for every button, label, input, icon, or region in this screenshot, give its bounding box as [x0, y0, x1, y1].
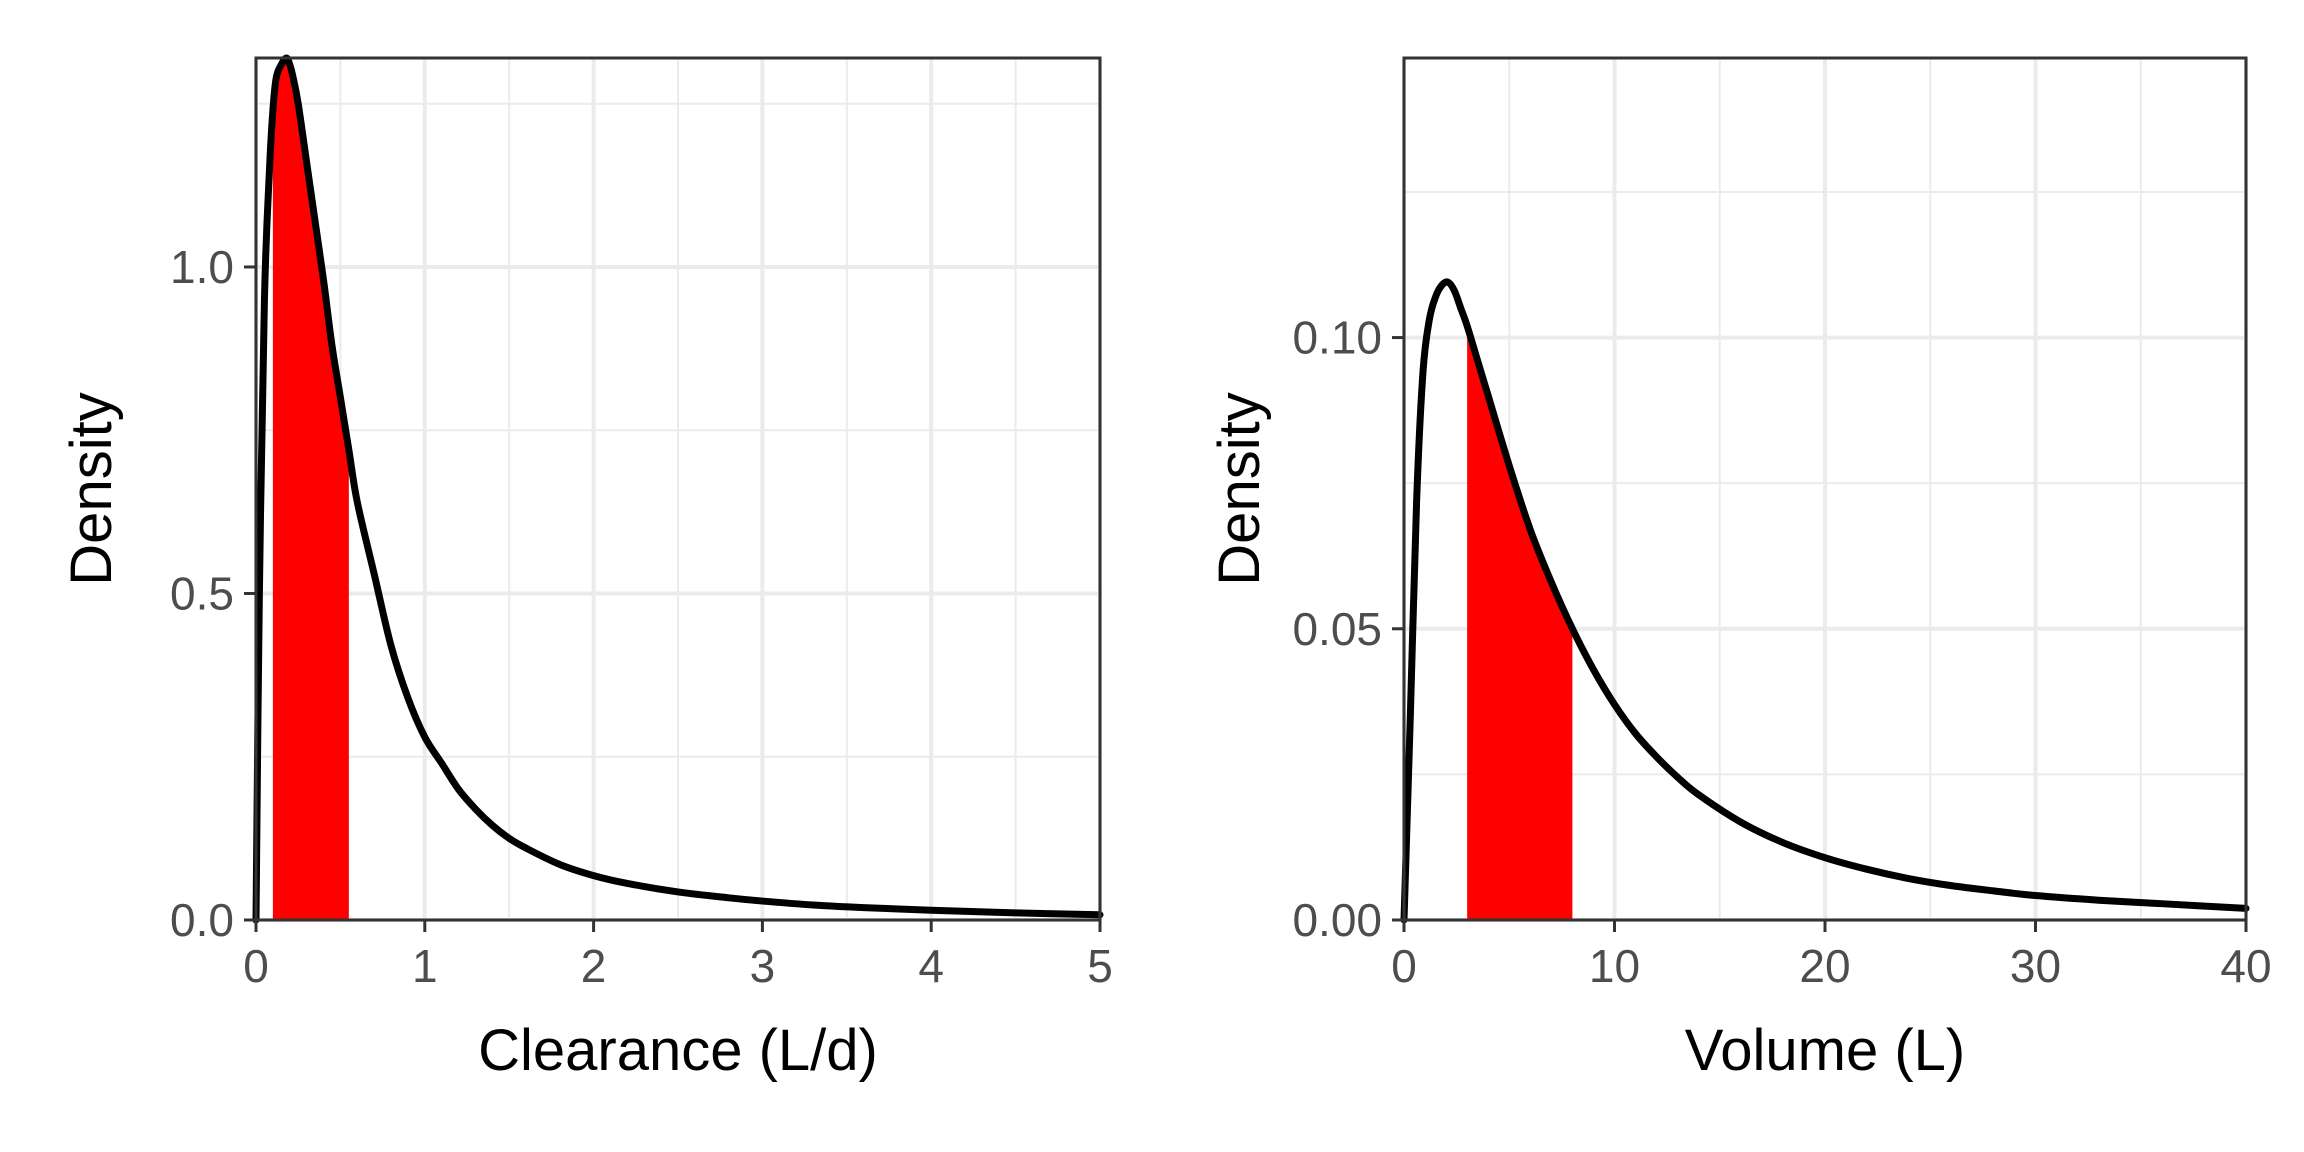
y-axis-title: Density	[59, 392, 124, 585]
density-curve	[252, 54, 1104, 924]
y-tick-label: 0.05	[1292, 603, 1382, 655]
y-tick-label: 0.10	[1292, 312, 1382, 364]
shaded-interval	[272, 58, 349, 920]
x-tick-label: 10	[1589, 940, 1640, 992]
x-tick-label: 0	[1391, 940, 1417, 992]
y-tick-label: 0.5	[170, 567, 234, 619]
grid	[254, 58, 1102, 922]
x-tick-label: 4	[918, 940, 944, 992]
x-tick-label: 0	[243, 940, 269, 992]
x-tick-label: 1	[412, 940, 438, 992]
y-tick-label: 0.00	[1292, 894, 1382, 946]
y-tick-label: 1.0	[170, 241, 234, 293]
x-axis-title: Clearance (L/d)	[478, 1018, 878, 1083]
x-tick-label: 40	[2220, 940, 2271, 992]
shaded-interval	[1467, 325, 1573, 920]
chart-panel-1: 0 1 2 3 4 5 0.0 0.5 1.0 Clearance (L/d) Density	[59, 54, 1113, 1083]
x-tick-label: 2	[581, 940, 607, 992]
density-curve	[1400, 278, 2250, 924]
x-tick-label: 3	[750, 940, 776, 992]
x-axis-title: Volume (L)	[1685, 1018, 1965, 1083]
x-tick-label: 5	[1087, 940, 1113, 992]
y-axis-title: Density	[1207, 392, 1272, 585]
x-tick-label: 30	[2010, 940, 2061, 992]
y-tick-label: 0.0	[170, 894, 234, 946]
chart-panel-2: 0 10 20 30 40 0.00 0.05 0.10 Volume (L) Density	[1207, 56, 2272, 1083]
panel-border	[254, 56, 1102, 922]
x-tick-label: 20	[1799, 940, 1850, 992]
